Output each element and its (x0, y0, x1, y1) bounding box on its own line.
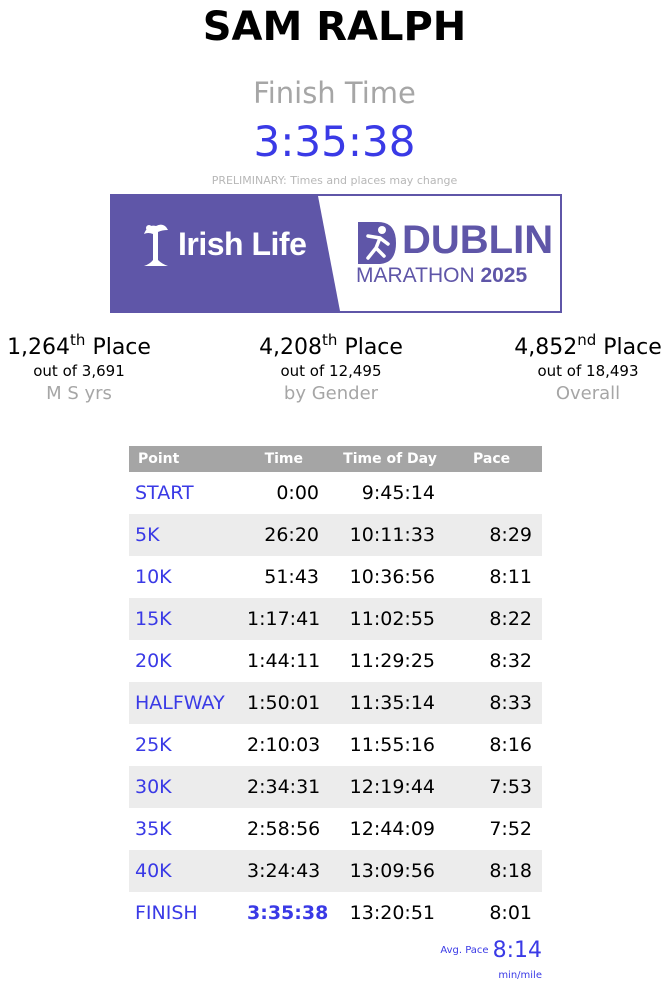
place-overall-word: Place (603, 335, 662, 360)
split-pace (445, 472, 542, 514)
event-subtitle-prefix: MARATHON (356, 264, 475, 287)
banner-sponsor-panel (112, 196, 340, 311)
split-point[interactable]: FINISH (135, 902, 198, 924)
split-row: START 0:00 9:45:14 (129, 472, 542, 514)
split-point[interactable]: START (135, 482, 194, 504)
split-time-of-day: 12:19:44 (335, 766, 445, 808)
split-row: 5K 26:20 10:11:33 8:29 (129, 514, 542, 556)
split-row: HALFWAY 1:50:01 11:35:14 8:33 (129, 682, 542, 724)
split-time: 51:43 (264, 566, 319, 588)
split-row: 10K 51:43 10:36:56 8:11 (129, 556, 542, 598)
split-row: 15K 1:17:41 11:02:55 8:22 (129, 598, 542, 640)
split-pace: 8:22 (445, 598, 542, 640)
place-gender-label: by Gender (283, 383, 379, 404)
place-gender-out-of: out of 12,495 (280, 362, 382, 380)
event-subtitle: MARATHON 2025 (356, 264, 527, 288)
column-header-point: Point (129, 446, 247, 472)
average-pace: Avg. Pace 8:14 (420, 938, 542, 963)
preliminary-notice: PRELIMINARY: Times and places may change (211, 174, 458, 187)
split-point[interactable]: 5K (129, 514, 247, 556)
split-time: 2:58:56 (247, 818, 321, 840)
place-overall-rank: 4,852nd Place (488, 333, 669, 361)
place-category-rank: 1,264th Place (0, 333, 179, 361)
average-pace-unit: min/mile (498, 970, 542, 981)
split-time-of-day: 11:35:14 (335, 682, 445, 724)
split-point[interactable]: 30K (129, 766, 247, 808)
place-overall-label: Overall (555, 383, 621, 404)
event-year: 2025 (480, 264, 528, 287)
split-pace: 7:52 (489, 818, 532, 840)
column-header-pace: Pace (445, 446, 542, 472)
split-point[interactable]: 40K (129, 850, 247, 892)
place-gender-number: 4,208 (259, 335, 323, 360)
place-overall-out-of: out of 18,493 (537, 362, 639, 380)
split-row: 40K 3:24:43 13:09:56 8:18 (129, 850, 542, 892)
splits-table: Point Time Time of Day Pace START 0:00 9:4… (129, 446, 542, 934)
split-time-of-day: 13:09:56 (335, 850, 445, 892)
split-time-of-day: 13:20:51 (349, 902, 435, 924)
split-time: 3:24:43 (247, 850, 335, 892)
split-time: 26:20 (247, 514, 335, 556)
column-header-time-of-day: Time of Day (335, 446, 445, 472)
splits-header-row: Point Time Time of Day Pace (129, 446, 542, 472)
sponsor-logo-text: Irish Life (178, 226, 307, 262)
place-gender: 4,208th Place out of 12,495 by Gender (231, 333, 431, 405)
split-time-of-day: 10:11:33 (335, 514, 445, 556)
split-row: 35K 2:58:56 12:44:09 7:52 (129, 808, 542, 850)
place-overall-suffix: nd (577, 331, 597, 349)
split-time: 1:17:41 (247, 598, 335, 640)
split-row: 25K 2:10:03 11:55:16 8:16 (129, 724, 542, 766)
split-row: 20K 1:44:11 11:29:25 8:32 (129, 640, 542, 682)
column-header-time: Time (247, 446, 335, 472)
split-time-of-day: 10:36:56 (349, 566, 435, 588)
place-category-number: 1,264 (7, 335, 71, 360)
split-point[interactable]: 15K (129, 598, 247, 640)
split-time: 1:44:11 (247, 650, 321, 672)
split-time-of-day: 12:44:09 (349, 818, 435, 840)
split-pace: 7:53 (445, 766, 542, 808)
sponsor-logo-icon (144, 224, 168, 266)
split-point[interactable]: 20K (135, 650, 172, 672)
split-pace: 8:16 (489, 734, 532, 756)
split-pace: 8:01 (489, 902, 532, 924)
split-point[interactable]: HALFWAY (129, 682, 247, 724)
split-time-of-day: 11:02:55 (335, 598, 445, 640)
split-time: 0:00 (276, 482, 319, 504)
split-time: 2:10:03 (247, 734, 321, 756)
split-row: 30K 2:34:31 12:19:44 7:53 (129, 766, 542, 808)
place-overall: 4,852nd Place out of 18,493 Overall (488, 333, 669, 405)
split-time-of-day: 11:29:25 (349, 650, 435, 672)
place-gender-rank: 4,208th Place (231, 333, 431, 361)
split-pace: 8:18 (445, 850, 542, 892)
average-pace-value: 8:14 (492, 938, 542, 963)
place-category-word: Place (92, 335, 151, 360)
split-pace: 8:11 (489, 566, 532, 588)
split-point[interactable]: 35K (135, 818, 172, 840)
split-point[interactable]: 25K (135, 734, 172, 756)
place-overall-number: 4,852 (514, 335, 578, 360)
average-pace-label: Avg. Pace (440, 945, 489, 956)
event-name: DUBLIN (402, 218, 554, 262)
split-time: 3:35:38 (247, 902, 329, 924)
split-pace: 8:29 (445, 514, 542, 556)
split-pace: 8:32 (489, 650, 532, 672)
split-time: 1:50:01 (247, 682, 335, 724)
place-category: 1,264th Place out of 3,691 M S yrs (0, 333, 179, 405)
place-gender-word: Place (344, 335, 403, 360)
runner-icon (358, 222, 396, 264)
finish-time-value: 3:35:38 (253, 117, 416, 166)
split-time-of-day: 9:45:14 (361, 482, 435, 504)
finish-time-label: Finish Time (253, 76, 416, 110)
event-banner: Irish Life DUBLIN MARATHON 2025 (110, 194, 562, 313)
runner-name: SAM RALPH (202, 4, 467, 50)
place-category-suffix: th (70, 331, 86, 349)
split-row: FINISH 3:35:38 13:20:51 8:01 (129, 892, 542, 934)
split-time-of-day: 11:55:16 (349, 734, 435, 756)
split-time: 2:34:31 (247, 766, 335, 808)
split-point[interactable]: 10K (135, 566, 172, 588)
place-category-out-of: out of 3,691 (33, 362, 125, 380)
place-category-label: M S yrs (46, 383, 112, 404)
place-gender-suffix: th (322, 331, 338, 349)
split-pace: 8:33 (445, 682, 542, 724)
